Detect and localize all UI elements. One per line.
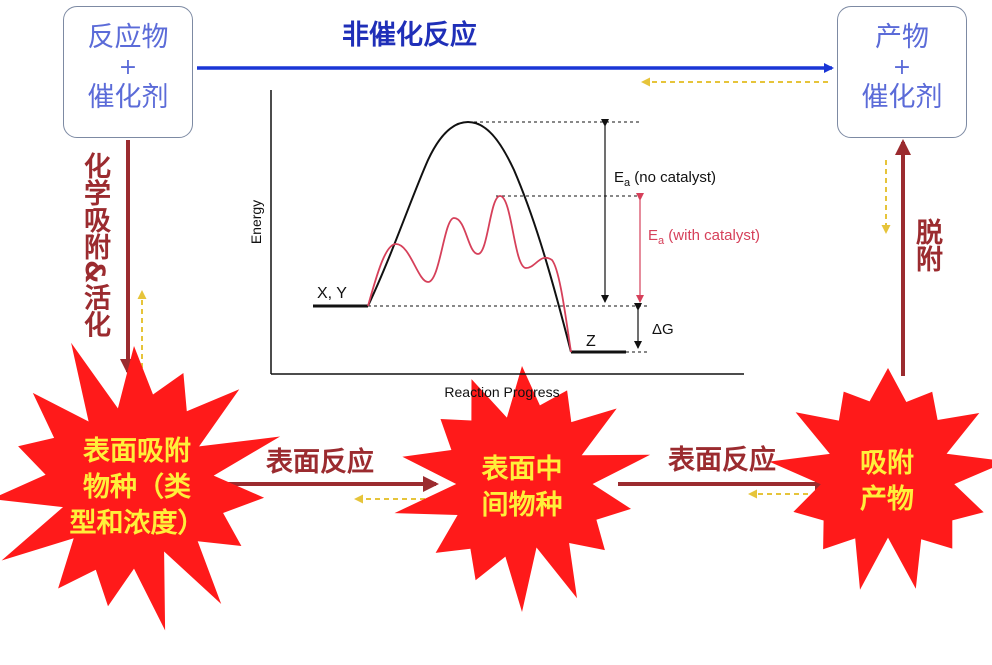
ea-no-catalyst-label: Ea (no catalyst)	[614, 169, 716, 189]
plus-sign: +	[118, 55, 138, 80]
surface-reaction-label-right: 表面反应	[668, 445, 776, 476]
star-surface-intermediate	[394, 366, 651, 612]
catalyst-text: 催化剂	[87, 82, 169, 113]
energy-profile-inset: Energy Reaction Progress X, Y Z Ea (no c…	[248, 90, 760, 400]
plus-sign: +	[892, 55, 912, 80]
star-adsorbed-product	[769, 368, 992, 590]
chemisorption-label: 化学吸附&活化	[79, 152, 110, 338]
product-label: Z	[586, 333, 596, 350]
star-middle-text: 表面中 间物种	[481, 454, 563, 521]
desorption-label: 脱附	[911, 218, 942, 272]
star-right-text: 吸附 产物	[860, 448, 914, 515]
products-text: 产物	[875, 22, 929, 53]
catalyzed-curve	[367, 195, 572, 353]
reactant-label: X, Y	[317, 285, 347, 302]
uncatalyzed-curve	[367, 120, 572, 353]
reactants-text: 反应物	[87, 22, 169, 53]
products-catalyst-box: 产物 + 催化剂	[837, 6, 967, 138]
delta-g-label: ΔG	[652, 321, 674, 338]
catalyst-text: 催化剂	[861, 82, 943, 113]
inset-y-label: Energy	[248, 200, 264, 244]
ea-with-catalyst-label: Ea (with catalyst)	[648, 227, 760, 247]
inset-x-label: Reaction Progress	[444, 384, 559, 400]
surface-reaction-label-left: 表面反应	[266, 447, 374, 478]
reactants-catalyst-box: 反应物 + 催化剂	[63, 6, 193, 138]
non-catalytic-label: 非催化反应	[342, 20, 477, 51]
star-left-text: 表面吸附 物种（类 型和浓度）	[69, 436, 205, 539]
star-surface-adsorbed-species	[0, 342, 281, 631]
